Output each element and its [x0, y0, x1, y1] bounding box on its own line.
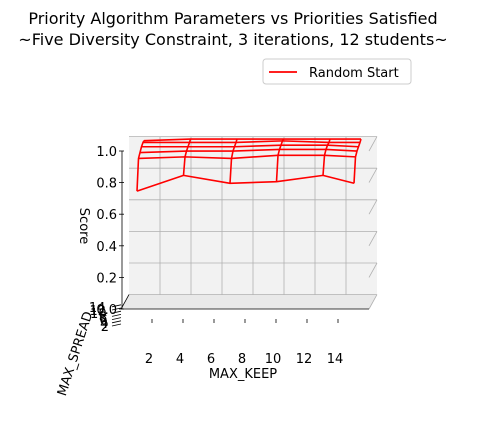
y-tick-mark [111, 323, 122, 327]
floor-pane [121, 294, 377, 309]
y-tick-label: 8 [99, 310, 107, 325]
x-tick-label: 12 [296, 352, 313, 367]
surface-row-line [139, 148, 358, 154]
surface-row-line [143, 138, 361, 142]
y-tick-mark [111, 304, 122, 308]
z-tick-label: 0.6 [96, 208, 117, 223]
surface-column-line [275, 138, 285, 182]
x-tick-label: 8 [238, 352, 246, 367]
x-tick-label: 6 [207, 352, 215, 367]
z-axis-label: Score [76, 208, 91, 244]
y-axis-label: MAX_SPREAD [55, 310, 96, 398]
y-tick-label: 2 [101, 320, 109, 335]
grid-line-side [368, 168, 378, 183]
y-tick-label: 10 [90, 307, 107, 322]
grid-line-side [368, 262, 378, 278]
y-tick-label: 14 [89, 301, 106, 316]
grid-line-side [368, 136, 378, 152]
chart-title: Priority Algorithm Parameters vs Priorit… [28, 9, 437, 28]
x-axis-label: MAX_KEEP [209, 367, 277, 382]
z-tick-label: 0.4 [96, 240, 117, 255]
y-tick-label: 12 [89, 304, 106, 319]
z-tick-label: 0.8 [96, 177, 117, 192]
legend: Random Start [262, 58, 412, 85]
grid-line-side [368, 199, 378, 215]
x-tick-label: 4 [176, 352, 184, 367]
z-tick-label: 1.0 [96, 145, 117, 160]
chart-subtitle: ~Five Diversity Constraint, 3 iterations… [18, 30, 447, 49]
grid-lines [129, 136, 378, 310]
surface-row-line [136, 174, 355, 192]
z-tick-label: 0.0 [96, 303, 117, 318]
surface-row-line [138, 154, 356, 160]
x-tick-label: 10 [265, 352, 282, 367]
y-tick-mark [111, 320, 122, 324]
surface-column-line [322, 138, 331, 176]
surface-column-line [182, 138, 192, 176]
surface-column-line [353, 138, 362, 184]
y-tick-mark [111, 317, 122, 320]
y-tick-mark [111, 314, 122, 317]
y-tick-label: 6 [100, 314, 108, 329]
x-tick-label: 14 [327, 352, 344, 367]
y-tick-mark [111, 310, 122, 314]
surface-column-line [229, 138, 238, 184]
surface-row-line [143, 140, 360, 144]
wireframe-surface [136, 138, 362, 192]
y-tick-mark [111, 307, 122, 311]
x-tick-label: 2 [145, 352, 153, 367]
y-axis-line [120, 294, 130, 310]
z-tick-label: 0.2 [96, 271, 117, 286]
axis-lines [120, 151, 369, 310]
legend-box [262, 58, 412, 85]
surface-column-line [136, 140, 145, 192]
y-tick-label: 4 [100, 317, 108, 332]
grid-line-side [368, 231, 378, 246]
surface-row-line [141, 144, 359, 148]
grid-line-side [368, 294, 378, 310]
legend-label-random-start: Random Start [309, 66, 399, 81]
